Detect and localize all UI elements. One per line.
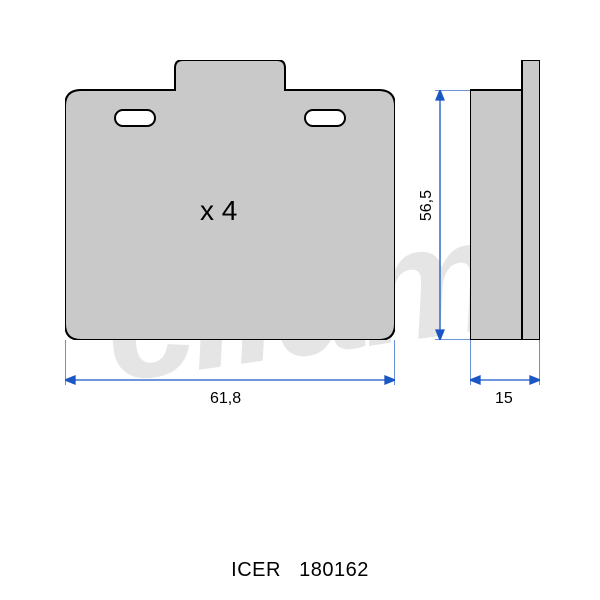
quantity-label: x 4	[200, 195, 237, 227]
drawing-container: x 4 61,8 15	[30, 20, 570, 500]
dim-height-value: 56,5	[418, 190, 436, 221]
product-label: ICER 180162	[0, 559, 600, 582]
brand-name: ICER	[231, 559, 281, 581]
dim-width-value: 61,8	[210, 390, 241, 408]
drawing-canvas: cifam x 4 61	[0, 0, 600, 600]
part-number: 180162	[299, 559, 369, 581]
dim-thickness-value: 15	[495, 390, 513, 408]
brake-pad-side-view	[470, 60, 540, 340]
